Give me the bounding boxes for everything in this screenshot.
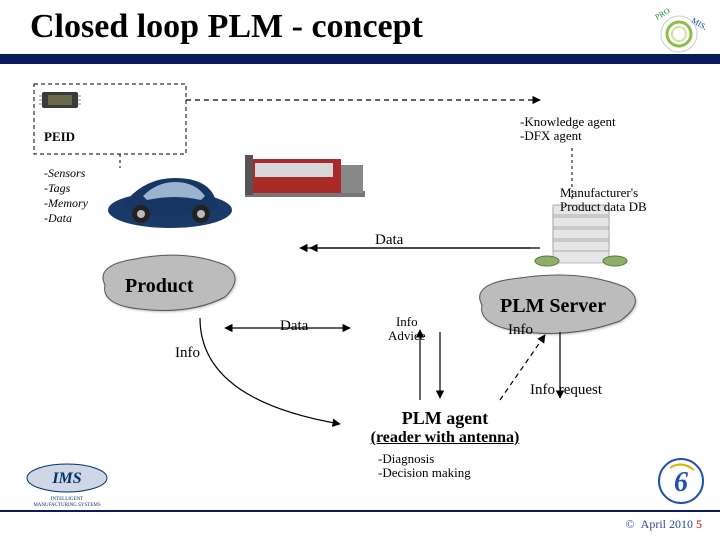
svg-text:MANUFACTURING SYSTEMS: MANUFACTURING SYSTEMS <box>33 503 100 508</box>
data-top: Data <box>375 232 403 249</box>
info-right: Info <box>508 322 533 339</box>
info-request: Info request <box>530 382 602 399</box>
info-advice: InfoAdvice <box>388 315 426 344</box>
plm-agent-bullets: -Diagnosis-Decision making <box>378 452 471 481</box>
svg-text:IMS: IMS <box>51 470 81 487</box>
product-label: Product <box>125 275 194 298</box>
ims-logo: IMS INTELLIGENT MANUFACTURING SYSTEMS <box>12 460 122 508</box>
footer-date: © April 2010 5 <box>626 517 702 532</box>
plm-agent-box: PLM agent (reader with antenna) <box>345 408 545 447</box>
info-left: Info <box>175 345 200 362</box>
peid-heading: PEID <box>44 130 75 144</box>
svg-text:INTELLIGENT: INTELLIGENT <box>51 497 84 502</box>
data-mid: Data <box>280 318 308 335</box>
diagram-canvas <box>0 0 720 540</box>
footer-rule <box>0 510 720 512</box>
svg-text:6: 6 <box>674 467 688 498</box>
fp6-logo: 6 <box>654 454 708 508</box>
plm-server-label: PLM Server <box>500 295 606 318</box>
agents-text: -Knowledge agent-DFX agent <box>520 115 616 144</box>
peid-list: -Sensors-Tags -Memory-Data <box>44 166 88 226</box>
manuf-db: Manufacturer'sProduct data DB <box>560 186 700 215</box>
